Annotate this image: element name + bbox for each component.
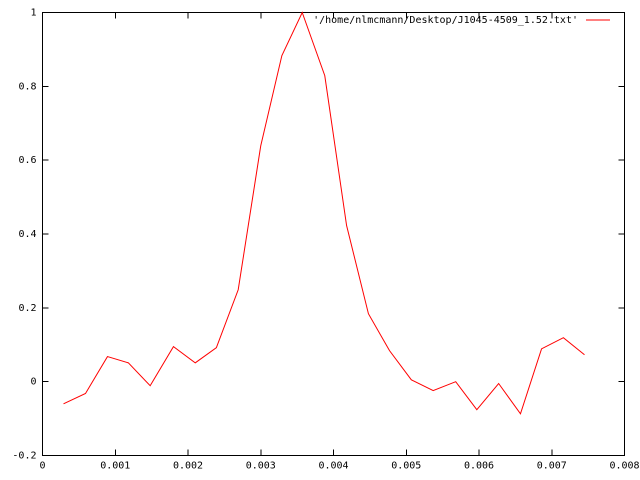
x-tick-label: 0.004 bbox=[318, 461, 348, 472]
y-tick-label: 0.2 bbox=[18, 303, 36, 314]
x-tick-label: 0.001 bbox=[100, 461, 130, 472]
x-tick-label: 0.003 bbox=[246, 461, 276, 472]
y-tick-label: -0.2 bbox=[12, 451, 36, 462]
x-tick-label: 0.007 bbox=[537, 461, 567, 472]
data-line bbox=[63, 11, 585, 415]
y-tick-label: 1 bbox=[30, 8, 36, 19]
x-tick-label: 0.005 bbox=[391, 461, 421, 472]
x-tick-label: 0 bbox=[39, 461, 45, 472]
x-tick-label: 0.008 bbox=[609, 461, 639, 472]
legend-label: '/home/nlmcmann/Desktop/J1045-4509_1.52.… bbox=[313, 15, 578, 26]
y-tick-label: 0.8 bbox=[18, 81, 36, 92]
x-tick-label: 0.002 bbox=[173, 461, 203, 472]
y-tick-label: 0 bbox=[30, 377, 36, 388]
x-tick-label: 0.006 bbox=[464, 461, 494, 472]
y-tick-label: 0.4 bbox=[18, 229, 36, 240]
y-tick-label: 0.6 bbox=[18, 155, 36, 166]
